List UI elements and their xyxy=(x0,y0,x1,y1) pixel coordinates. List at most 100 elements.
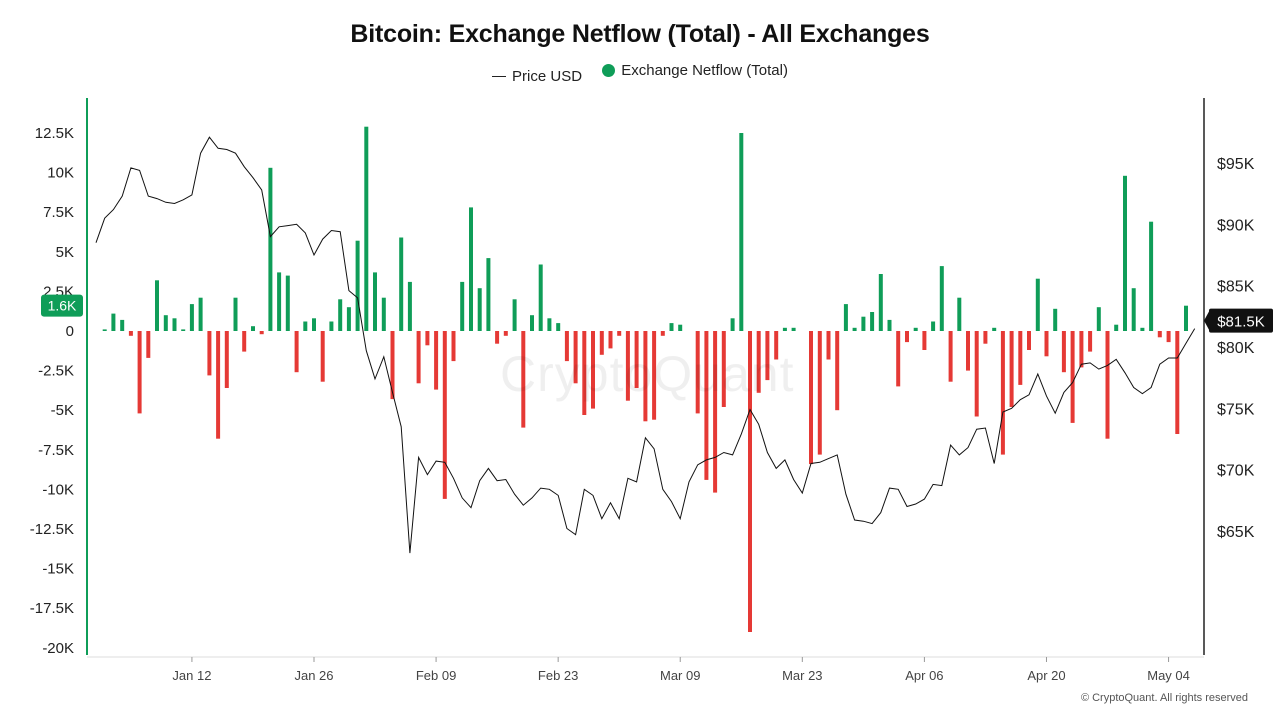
netflow-bar xyxy=(120,319,125,331)
netflow-bar xyxy=(251,326,255,331)
netflow-bar xyxy=(896,331,901,387)
netflow-bar xyxy=(198,297,203,331)
netflow-bar xyxy=(530,315,534,331)
current-value-badges: 1.6K $81.5K xyxy=(41,294,1273,333)
netflow-bar xyxy=(312,318,316,331)
netflow-bar xyxy=(1140,327,1145,331)
netflow-bar xyxy=(425,331,430,346)
netflow-bar xyxy=(721,331,726,407)
netflow-bar xyxy=(966,331,970,371)
netflow-bar xyxy=(791,327,796,331)
netflow-bar xyxy=(1166,331,1171,343)
netflow-bar xyxy=(163,315,168,331)
netflow-bar xyxy=(617,331,622,336)
netflow-bar xyxy=(713,331,718,493)
netflow-bar xyxy=(852,327,857,331)
netflow-bar xyxy=(669,323,674,331)
netflow-bar xyxy=(1079,331,1084,368)
netflow-bar xyxy=(242,331,247,352)
netflow-bar xyxy=(399,237,404,331)
y-left-tick-label: 12.5K xyxy=(35,125,74,142)
netflow-bar xyxy=(983,331,988,344)
price-line-group xyxy=(95,136,1196,554)
legend-item-netflow[interactable]: Exchange Netflow (Total) xyxy=(602,62,788,79)
netflow-bar xyxy=(643,331,648,422)
y-left-tick-label: -7.5K xyxy=(38,442,74,459)
legend: Price USD Exchange Netflow (Total) xyxy=(0,62,1280,85)
netflow-bar xyxy=(155,280,159,331)
netflow-bar xyxy=(1027,331,1031,350)
netflow-bar xyxy=(338,299,343,331)
legend-line-icon xyxy=(492,75,507,77)
netflow-bar xyxy=(469,207,473,331)
y-left-tick-label: -12.5K xyxy=(30,521,74,538)
netflow-bar xyxy=(765,331,770,381)
y-left-tick-label: 0 xyxy=(66,323,74,340)
netflow-bar xyxy=(1009,331,1014,407)
netflow-bar xyxy=(1044,331,1049,357)
y-right-tick-label: $75K xyxy=(1217,401,1255,418)
netflow-bar xyxy=(146,331,151,358)
netflow-bar xyxy=(451,331,456,362)
netflow-bar xyxy=(216,331,221,439)
netflow-bar xyxy=(870,312,875,331)
netflow-bar xyxy=(922,331,927,350)
chart-title: Bitcoin: Exchange Netflow (Total) - All … xyxy=(350,20,930,48)
netflow-bar xyxy=(652,331,657,420)
netflow-bar xyxy=(748,331,752,632)
netflow-bar xyxy=(992,327,997,331)
netflow-bar xyxy=(660,331,665,336)
netflow-bar xyxy=(826,331,831,360)
netflow-bar xyxy=(905,331,909,343)
y-left-tick-label: -17.5K xyxy=(30,600,74,617)
netflow-bar xyxy=(268,167,273,331)
netflow-bar xyxy=(1175,331,1180,434)
y-left-tick-label: 10K xyxy=(47,165,74,182)
y-left-tick-label: -15K xyxy=(42,561,74,578)
netflow-bar xyxy=(111,313,116,331)
netflow-bar xyxy=(442,331,447,499)
netflow-bar xyxy=(599,331,604,355)
netflow-bar xyxy=(277,272,282,331)
netflow-bar xyxy=(137,331,142,414)
netflow-bar xyxy=(608,331,613,349)
netflow-bar xyxy=(189,304,194,331)
netflow-bar xyxy=(1149,221,1154,331)
netflow-bar xyxy=(1157,331,1162,338)
netflow-bar xyxy=(521,331,526,428)
netflow-bar xyxy=(303,321,308,331)
netflow-bar xyxy=(477,288,482,331)
x-tick-label: May 04 xyxy=(1147,668,1190,683)
legend-item-price[interactable]: Price USD xyxy=(492,68,582,85)
netflow-bar xyxy=(207,331,212,376)
netflow-bar xyxy=(931,321,936,331)
netflow-bar xyxy=(1018,331,1023,385)
netflow-bar xyxy=(294,331,299,373)
y-left-tick-label: -20K xyxy=(42,640,74,657)
netflow-bar xyxy=(1035,278,1040,331)
netflow-bar xyxy=(817,331,822,455)
legend-label-netflow: Exchange Netflow (Total) xyxy=(621,62,788,79)
x-tick-label: Apr 06 xyxy=(905,668,943,683)
y-left-tick-label: 7.5K xyxy=(43,204,74,221)
netflow-bar xyxy=(285,275,290,331)
y-right-tick-label: $95K xyxy=(1217,156,1255,173)
netflow-bar xyxy=(547,318,552,331)
netflow-bar xyxy=(939,266,944,331)
current-price-label: $81.5K xyxy=(1217,314,1265,331)
y-left-tick-label: -2.5K xyxy=(38,363,74,380)
netflow-bar xyxy=(329,321,334,331)
price-line xyxy=(95,136,1196,554)
netflow-bar xyxy=(434,331,439,390)
netflow-bar xyxy=(320,331,325,382)
netflow-bar xyxy=(756,331,761,393)
y-right-tick-label: $70K xyxy=(1217,463,1255,480)
netflow-bar xyxy=(809,331,813,465)
netflow-bars xyxy=(102,126,1188,632)
netflow-bar xyxy=(878,274,883,331)
netflow-bar xyxy=(704,331,709,480)
netflow-bar xyxy=(1053,308,1058,331)
netflow-bar xyxy=(974,331,979,417)
netflow-bar xyxy=(181,329,186,331)
